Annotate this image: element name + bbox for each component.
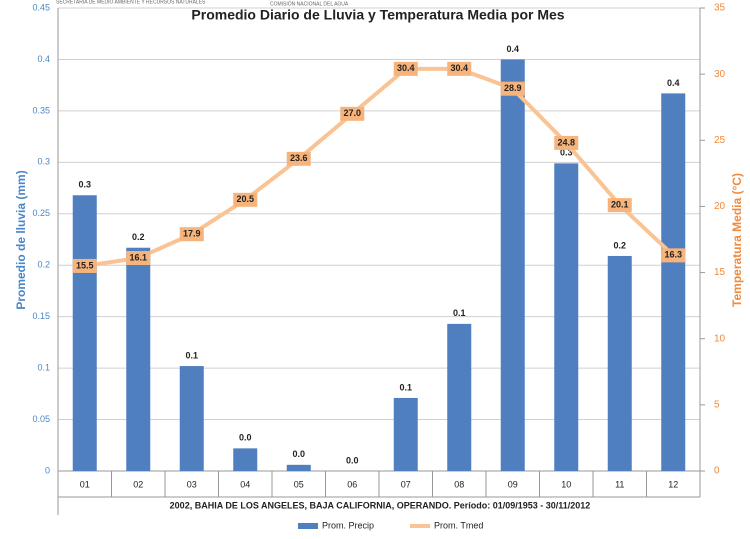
y2-tick-label: 5 [714, 399, 720, 410]
bar-value-label: 0.2 [132, 232, 145, 242]
y2-tick-label: 20 [714, 201, 726, 212]
point-label-box [179, 227, 204, 242]
y2-tick-label: 25 [714, 135, 726, 146]
bar [500, 59, 525, 471]
point-label-box [72, 258, 97, 273]
point-value-label: 27.0 [343, 108, 361, 118]
point-value-label: 20.5 [236, 194, 254, 204]
x-tick-label: 05 [294, 479, 304, 489]
bar-value-label: 0.0 [346, 455, 359, 465]
point-value-label: 24.8 [557, 137, 575, 147]
point-label-box [554, 135, 579, 150]
bar [447, 323, 472, 471]
y2-tick-label: 30 [714, 69, 726, 80]
y-tick-label: 0.2 [37, 260, 50, 270]
bar [607, 255, 632, 471]
y-tick-label: 0.4 [37, 54, 50, 64]
y2-tick-label: 10 [714, 333, 726, 344]
point-value-label: 30.4 [450, 63, 468, 73]
point-value-label: 15.5 [76, 260, 94, 270]
y-tick-label: 0 [45, 465, 50, 475]
point-label-box [447, 61, 472, 76]
point-label-box [607, 198, 632, 213]
bar-value-label: 0.4 [667, 78, 680, 88]
point-label-box [340, 106, 365, 121]
y2-axis-label: Temperatura Media (°C) [730, 173, 744, 307]
bar [126, 247, 151, 471]
bar [393, 397, 418, 471]
bar-value-label: 0.4 [506, 44, 519, 54]
point-value-label: 16.1 [129, 252, 147, 262]
bar [72, 195, 97, 471]
x-tick-label: 03 [187, 479, 197, 489]
y-tick-label: 0.35 [32, 105, 50, 115]
x-tick-label: 12 [668, 479, 678, 489]
bar [179, 366, 204, 471]
bar-value-label: 0.1 [453, 308, 466, 318]
x-axis-label: 2002, BAHIA DE LOS ANGELES, BAJA CALIFOR… [170, 500, 591, 510]
x-tick-label: 01 [80, 479, 90, 489]
y-tick-label: 0.3 [37, 157, 50, 167]
point-value-label: 17.9 [183, 229, 201, 239]
point-value-label: 30.4 [397, 63, 415, 73]
y-tick-label: 0.15 [32, 311, 50, 321]
x-tick-label: 08 [454, 479, 464, 489]
bar-value-label: 0.2 [613, 240, 626, 250]
bar-value-label: 0.3 [78, 180, 91, 190]
bar-value-label: 0.0 [239, 433, 252, 443]
bar [233, 448, 258, 471]
legend-label: Prom. Tmed [434, 520, 483, 530]
point-label-box [126, 251, 151, 266]
y2-tick-label: 35 [714, 3, 726, 14]
legend-label: Prom. Precip [322, 520, 374, 530]
y-tick-label: 0.45 [32, 2, 50, 12]
x-tick-label: 11 [615, 479, 624, 489]
x-tick-label: 04 [240, 479, 250, 489]
bar [286, 464, 311, 471]
bar [661, 93, 686, 472]
point-label-box [661, 248, 686, 263]
x-tick-label: 06 [347, 479, 357, 489]
point-label-box [393, 61, 418, 76]
point-value-label: 16.3 [664, 250, 682, 260]
bar-value-label: 0.1 [399, 382, 412, 392]
y-tick-label: 0.25 [32, 208, 50, 218]
x-tick-label: 10 [561, 479, 571, 489]
y-tick-label: 0.1 [37, 362, 50, 372]
logo-text: COMISIÓN NACIONAL DEL AGUA [270, 0, 349, 7]
y-axis-label: Promedio de lluvia (mm) [14, 170, 28, 309]
x-tick-label: 09 [508, 479, 518, 489]
x-tick-label: 07 [401, 479, 411, 489]
chart-title: Promedio Diario de Lluvia y Temperatura … [191, 7, 564, 23]
x-tick-label: 02 [133, 479, 143, 489]
bar-value-label: 0.0 [292, 449, 305, 459]
bar-value-label: 0.3 [560, 148, 573, 158]
y2-tick-label: 15 [714, 267, 726, 278]
bar [554, 163, 579, 471]
y-tick-label: 0.05 [32, 414, 50, 424]
point-label-box [233, 192, 258, 207]
point-label-box [286, 151, 311, 166]
point-value-label: 20.1 [611, 199, 629, 209]
y2-tick-label: 0 [714, 466, 720, 477]
line [84, 66, 675, 268]
point-value-label: 23.6 [290, 153, 308, 163]
legend-swatch [298, 523, 318, 529]
point-value-label: 28.9 [504, 83, 522, 93]
logo-text: SECRETARIA DE MEDIO AMBIENTE Y RECURSOS … [56, 0, 206, 5]
point-label-box [500, 81, 525, 96]
bar-value-label: 0.1 [185, 350, 198, 360]
